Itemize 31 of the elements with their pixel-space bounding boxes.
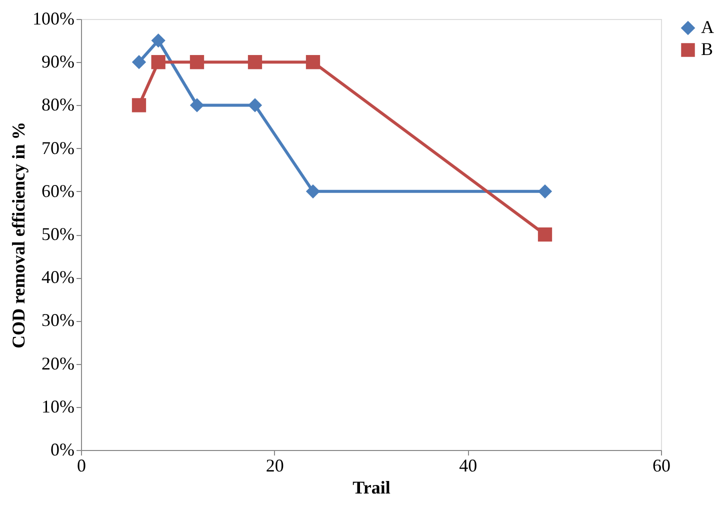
point — [306, 55, 320, 70]
legend-label: B — [701, 39, 714, 59]
point — [190, 55, 204, 70]
point — [132, 55, 146, 70]
point — [151, 55, 166, 70]
x-tick-label: 0 — [77, 456, 86, 476]
y-tick-label: 30% — [42, 310, 74, 330]
y-axis-title: COD removal efficiency in % — [8, 122, 29, 348]
y-tick-label: 80% — [42, 94, 74, 115]
point — [248, 55, 262, 70]
point — [538, 227, 552, 242]
x-tick-label: 20 — [266, 456, 284, 476]
y-tick-label: 40% — [42, 267, 74, 288]
legend-label: A — [701, 17, 714, 37]
y-tick-label: 70% — [42, 138, 74, 158]
y-tick-label: 60% — [42, 180, 74, 201]
point — [132, 98, 146, 112]
point — [190, 98, 204, 112]
point — [151, 33, 166, 48]
x-tick-label: 60 — [652, 456, 670, 476]
y-tick-label: 0% — [50, 440, 74, 460]
y-tick-label: 90% — [42, 52, 74, 72]
point — [306, 184, 320, 198]
x-tick-label: 40 — [459, 456, 478, 476]
x-axis-title: Trail — [352, 478, 390, 498]
y-tick-label: 10% — [42, 396, 74, 416]
point — [248, 98, 262, 112]
point — [538, 184, 552, 198]
y-tick-label: 20% — [42, 353, 74, 374]
y-tick-label: 100% — [32, 8, 74, 28]
y-tick-label: 50% — [42, 224, 74, 244]
